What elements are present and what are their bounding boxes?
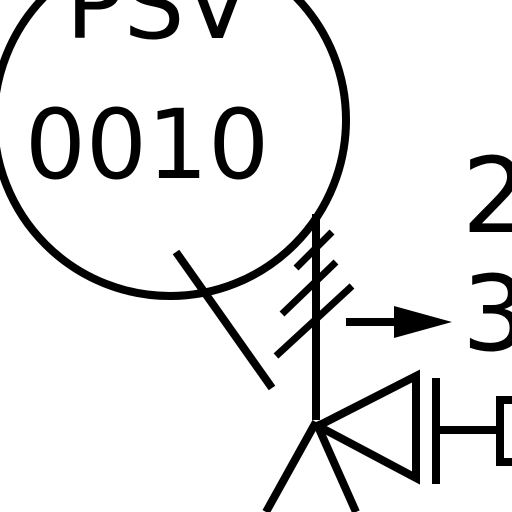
instrument-bubble-circle [0, 0, 350, 300]
leader-line [172, 249, 276, 391]
valve-inlet-right-leg [312, 420, 360, 512]
instrument-bubble[interactable]: PSV 0010 [0, 0, 350, 300]
instrument-loop-number: 0010 [25, 89, 269, 201]
spring-hatch-2 [279, 259, 339, 317]
instrument-function-label: PSV [66, 0, 251, 61]
flow-arrow-head [394, 306, 452, 338]
line-number-top: 2 [462, 135, 512, 257]
valve-inlet-left-leg [262, 420, 320, 512]
spring-hatch-1 [293, 229, 335, 271]
valve-body-triangle [309, 369, 420, 485]
spring-hatch-3 [273, 283, 355, 359]
flow-arrow [346, 306, 452, 338]
line-number-bottom: 3 [462, 253, 512, 375]
